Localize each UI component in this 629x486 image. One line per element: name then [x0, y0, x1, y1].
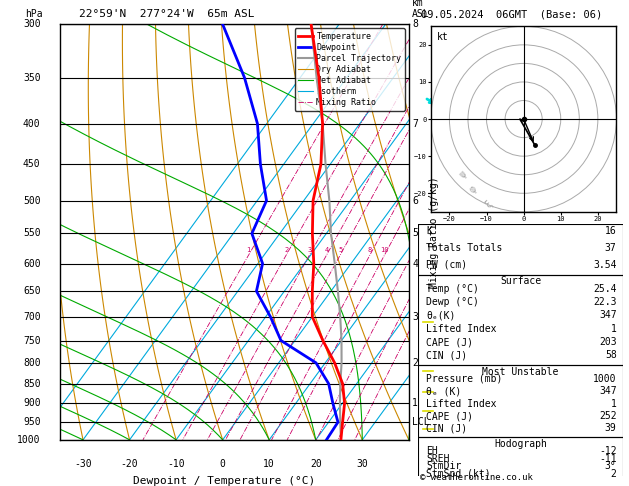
Text: 750: 750: [23, 335, 40, 346]
Text: 2: 2: [413, 358, 418, 368]
Text: 1: 1: [611, 399, 616, 409]
Text: 900: 900: [23, 399, 40, 408]
Text: 5: 5: [413, 228, 418, 239]
Text: θₑ(K): θₑ(K): [426, 311, 456, 320]
Text: Pressure (mb): Pressure (mb): [426, 374, 503, 384]
Text: 347: 347: [599, 311, 616, 320]
Text: -20: -20: [121, 458, 138, 469]
Text: StmDir: StmDir: [426, 461, 462, 471]
Text: 22.3: 22.3: [593, 297, 616, 307]
Text: Lifted Index: Lifted Index: [426, 324, 497, 334]
Text: 5: 5: [338, 247, 342, 253]
Text: 37: 37: [605, 243, 616, 253]
Text: 7: 7: [413, 119, 418, 129]
Legend: Temperature, Dewpoint, Parcel Trajectory, Dry Adiabat, Wet Adiabat, Isotherm, Mi: Temperature, Dewpoint, Parcel Trajectory…: [294, 29, 404, 111]
Text: 6: 6: [413, 195, 418, 206]
Text: StmSpd (kt): StmSpd (kt): [426, 469, 491, 479]
Text: 850: 850: [23, 379, 40, 389]
Text: 1: 1: [611, 324, 616, 334]
Text: EH: EH: [426, 446, 438, 456]
Text: 1: 1: [413, 399, 418, 408]
Text: 0: 0: [220, 458, 226, 469]
Text: 2: 2: [284, 247, 289, 253]
Text: 30: 30: [357, 458, 368, 469]
Text: 58: 58: [605, 350, 616, 361]
Text: 347: 347: [599, 386, 616, 396]
Text: 3: 3: [413, 312, 418, 322]
Text: 450: 450: [23, 159, 40, 169]
Text: 550: 550: [23, 228, 40, 239]
Text: Surface: Surface: [500, 277, 541, 286]
Text: Lifted Index: Lifted Index: [426, 399, 497, 409]
Text: © weatheronline.co.uk: © weatheronline.co.uk: [420, 473, 532, 482]
Text: 10: 10: [381, 247, 389, 253]
Text: 350: 350: [23, 72, 40, 83]
Text: Dewpoint / Temperature (°C): Dewpoint / Temperature (°C): [133, 476, 315, 486]
Text: 1: 1: [247, 247, 251, 253]
Text: 25.4: 25.4: [593, 284, 616, 294]
Text: LCL: LCL: [413, 417, 430, 427]
Text: -30: -30: [74, 458, 92, 469]
Text: PW (cm): PW (cm): [426, 260, 467, 270]
Text: 39: 39: [605, 423, 616, 434]
Text: K: K: [426, 226, 432, 236]
Text: kt: kt: [437, 32, 448, 42]
Text: 400: 400: [23, 119, 40, 129]
Text: 3.54: 3.54: [593, 260, 616, 270]
Text: 4: 4: [413, 259, 418, 269]
Text: Mixing Ratio (g/kg): Mixing Ratio (g/kg): [429, 176, 439, 288]
Text: CAPE (J): CAPE (J): [426, 411, 474, 421]
Text: 500: 500: [23, 195, 40, 206]
Text: CAPE (J): CAPE (J): [426, 337, 474, 347]
Text: -10: -10: [167, 458, 185, 469]
Text: 16: 16: [605, 226, 616, 236]
Text: 203: 203: [599, 337, 616, 347]
Text: 20: 20: [310, 458, 321, 469]
Text: 09.05.2024  06GMT  (Base: 06): 09.05.2024 06GMT (Base: 06): [421, 9, 603, 19]
Text: 1000: 1000: [17, 435, 40, 445]
Text: ξ: ξ: [483, 199, 494, 210]
Text: 10: 10: [264, 458, 275, 469]
Text: 800: 800: [23, 358, 40, 368]
Text: 3°: 3°: [605, 461, 616, 471]
Text: 700: 700: [23, 312, 40, 322]
Text: 2: 2: [611, 469, 616, 479]
Text: 600: 600: [23, 259, 40, 269]
Text: SREH: SREH: [426, 453, 450, 464]
Text: Hodograph: Hodograph: [494, 439, 547, 449]
Text: hPa: hPa: [25, 9, 43, 19]
Text: 252: 252: [599, 411, 616, 421]
Text: km
ASL: km ASL: [412, 0, 430, 19]
Text: 22°59'N  277°24'W  65m ASL: 22°59'N 277°24'W 65m ASL: [79, 9, 254, 19]
Text: 300: 300: [23, 19, 40, 29]
Text: Totals Totals: Totals Totals: [426, 243, 503, 253]
Text: 1000: 1000: [593, 374, 616, 384]
Text: Dewp (°C): Dewp (°C): [426, 297, 479, 307]
Text: 3: 3: [308, 247, 312, 253]
Text: 8: 8: [368, 247, 372, 253]
Text: 8: 8: [413, 19, 418, 29]
Text: -11: -11: [599, 453, 616, 464]
Text: -12: -12: [599, 446, 616, 456]
Text: Temp (°C): Temp (°C): [426, 284, 479, 294]
Text: 650: 650: [23, 286, 40, 296]
Text: ψ: ψ: [457, 169, 468, 180]
Text: 4: 4: [325, 247, 329, 253]
Text: φ: φ: [468, 184, 479, 195]
Text: CIN (J): CIN (J): [426, 350, 467, 361]
Text: Most Unstable: Most Unstable: [482, 366, 559, 377]
Text: θₑ (K): θₑ (K): [426, 386, 462, 396]
Text: 950: 950: [23, 417, 40, 427]
Text: CIN (J): CIN (J): [426, 423, 467, 434]
